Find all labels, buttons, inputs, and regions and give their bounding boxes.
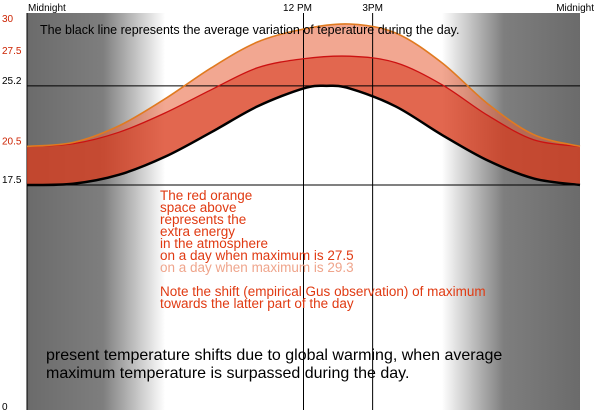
annotation-line: Note the shift (empirical Gus observatio… (160, 284, 486, 299)
x-tick-label: 3PM (362, 3, 383, 14)
x-tick-label: Midnight (28, 3, 66, 14)
y-tick-label: 30 (2, 14, 14, 25)
annotation-paragraph: The red orange space above represents the e… (160, 188, 486, 311)
chart-note: The black line represents the average va… (40, 23, 460, 37)
max-27-5-line (26, 55, 581, 148)
average-temperature-line (26, 84, 581, 187)
max-29-3-line (26, 23, 581, 148)
extra-energy-band-27-5 (27, 56, 580, 186)
annotation-line: represents the (160, 212, 247, 227)
annotation-line: on a day when maximum is 29.3 (160, 260, 354, 275)
annotation-line: on a day when maximum is 27.5 (160, 248, 354, 263)
night-band (441, 13, 580, 410)
y-tick-label: 0 (2, 402, 8, 413)
annotation-line: space above (160, 200, 237, 215)
night-band (27, 13, 166, 410)
y-tick-label: 20.5 (2, 136, 22, 147)
annotation-line: The red orange (160, 188, 253, 203)
annotation-line: towards the latter part of the day (160, 296, 354, 311)
annotation-line: extra energy (160, 224, 236, 239)
y-tick-label: 27.5 (2, 46, 22, 57)
bottom-caption: present temperature shifts due to global… (46, 347, 502, 383)
bottom-caption-line: present temperature shifts due to global… (46, 347, 503, 364)
annotation-line: in the atmosphere (160, 236, 269, 251)
x-tick-label: Midnight (556, 3, 594, 14)
y-tick-label: 17.5 (2, 175, 22, 186)
x-tick-label: 12 PM (283, 3, 312, 14)
bottom-caption-line: maximum temperature is surpassed during … (46, 365, 410, 382)
y-tick-label: 25.2 (2, 76, 22, 87)
